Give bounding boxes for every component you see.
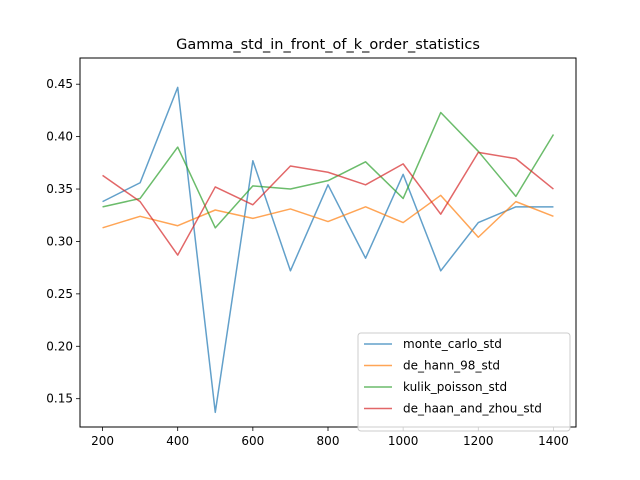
legend-label-2: kulik_poisson_std <box>403 380 507 394</box>
x-tick-label: 800 <box>317 434 340 448</box>
y-tick-label: 0.20 <box>46 339 73 353</box>
legend: monte_carlo_std de_hann_98_std kulik_poiss… <box>357 332 571 432</box>
y-tick-label: 0.40 <box>46 130 73 144</box>
y-tick-label: 0.35 <box>46 182 73 196</box>
chart-title: Gamma_std_in_front_of_k_order_statistics <box>176 37 480 53</box>
x-tick-label: 1400 <box>538 434 569 448</box>
legend-label-0: monte_carlo_std <box>403 337 502 351</box>
x-tick-label: 200 <box>91 434 114 448</box>
y-tick-label: 0.15 <box>46 392 73 406</box>
legend-box <box>357 332 571 432</box>
x-axis: 200 400 600 800 1000 1200 1400 <box>91 427 569 448</box>
y-axis: 0.15 0.20 0.25 0.30 0.35 0.40 0.45 <box>46 77 80 406</box>
y-tick-label: 0.45 <box>46 77 73 91</box>
x-tick-label: 1200 <box>463 434 494 448</box>
series-line-0 <box>102 86 554 414</box>
x-tick-label: 600 <box>241 434 264 448</box>
y-tick-label: 0.25 <box>46 287 73 301</box>
x-tick-label: 1000 <box>388 434 419 448</box>
x-tick-label: 400 <box>166 434 189 448</box>
series-line-3 <box>102 151 554 256</box>
y-tick-label: 0.30 <box>46 234 73 248</box>
series-layer <box>102 86 555 414</box>
legend-label-3: de_haan_and_zhou_std <box>403 402 542 416</box>
series-line-2 <box>102 111 555 229</box>
legend-label-1: de_hann_98_std <box>403 359 500 373</box>
series-line-1 <box>102 194 554 239</box>
